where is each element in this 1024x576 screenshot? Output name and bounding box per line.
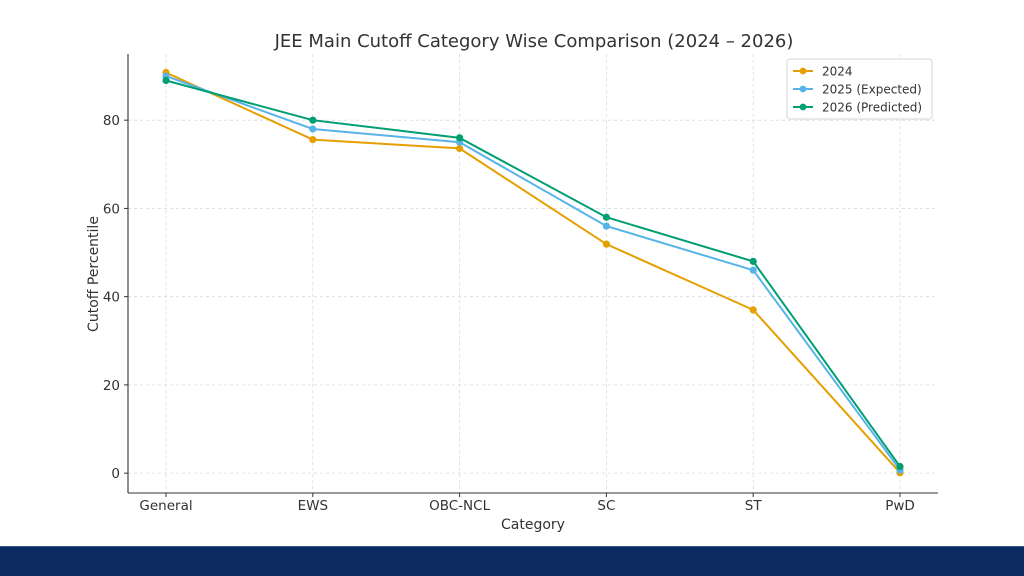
y-tick-label: 0 bbox=[111, 466, 120, 482]
axes bbox=[124, 54, 938, 497]
grid-lines bbox=[128, 54, 938, 493]
series-line bbox=[165, 71, 901, 474]
legend-swatch-marker bbox=[799, 85, 807, 93]
data-point bbox=[749, 306, 757, 314]
legend-swatch-marker bbox=[799, 67, 807, 75]
x-tick-label: ST bbox=[745, 498, 763, 514]
legend: 2024 2025 (Expected) 2026 (Predicted) bbox=[786, 58, 933, 120]
series-2 bbox=[162, 76, 904, 471]
series-line bbox=[165, 79, 901, 468]
data-point bbox=[602, 240, 611, 248]
series-1 bbox=[162, 72, 904, 474]
legend-label: 2025 (Expected) bbox=[822, 83, 922, 97]
data-point bbox=[162, 76, 170, 85]
data-point bbox=[602, 213, 611, 221]
y-tick-label: 80 bbox=[103, 113, 120, 129]
legend-swatch-marker bbox=[799, 103, 807, 111]
x-tick-label: SC bbox=[597, 498, 615, 514]
data-point bbox=[896, 462, 904, 471]
legend-item: 2026 (Predicted) bbox=[793, 101, 922, 115]
footer-bar bbox=[0, 546, 1024, 576]
y-tick-label: 20 bbox=[103, 378, 120, 394]
chart-title: JEE Main Cutoff Category Wise Comparison… bbox=[274, 31, 794, 52]
x-tick-label: General bbox=[139, 498, 192, 514]
x-tick-labels: General EWS OBC-NCL SC ST PwD bbox=[139, 498, 914, 514]
data-point bbox=[309, 116, 317, 124]
legend-box bbox=[786, 58, 933, 120]
x-axis-label: Category bbox=[501, 517, 565, 533]
legend-item: 2025 (Expected) bbox=[793, 83, 922, 97]
series-line bbox=[165, 75, 901, 471]
legend-label: 2024 bbox=[822, 65, 853, 79]
y-tick-labels: 0 20 40 60 80 bbox=[103, 113, 120, 482]
legend-item: 2024 bbox=[793, 65, 853, 79]
y-tick-label: 40 bbox=[103, 290, 120, 306]
data-point bbox=[309, 125, 317, 133]
x-tick-label: OBC-NCL bbox=[429, 498, 490, 514]
series-group bbox=[162, 68, 904, 477]
x-tick-label: EWS bbox=[298, 498, 328, 514]
y-tick-label: 60 bbox=[103, 201, 120, 217]
data-point bbox=[602, 222, 611, 230]
data-point bbox=[456, 144, 464, 153]
legend-label: 2026 (Predicted) bbox=[822, 101, 922, 115]
series-0 bbox=[162, 68, 904, 477]
data-point bbox=[456, 134, 464, 142]
data-point bbox=[749, 257, 757, 265]
x-tick-label: PwD bbox=[885, 498, 915, 514]
data-point bbox=[749, 266, 757, 274]
line-chart: JEE Main Cutoff Category Wise Comparison… bbox=[86, 31, 938, 533]
data-point bbox=[309, 135, 317, 144]
y-axis-label: Cutoff Percentile bbox=[86, 216, 102, 332]
